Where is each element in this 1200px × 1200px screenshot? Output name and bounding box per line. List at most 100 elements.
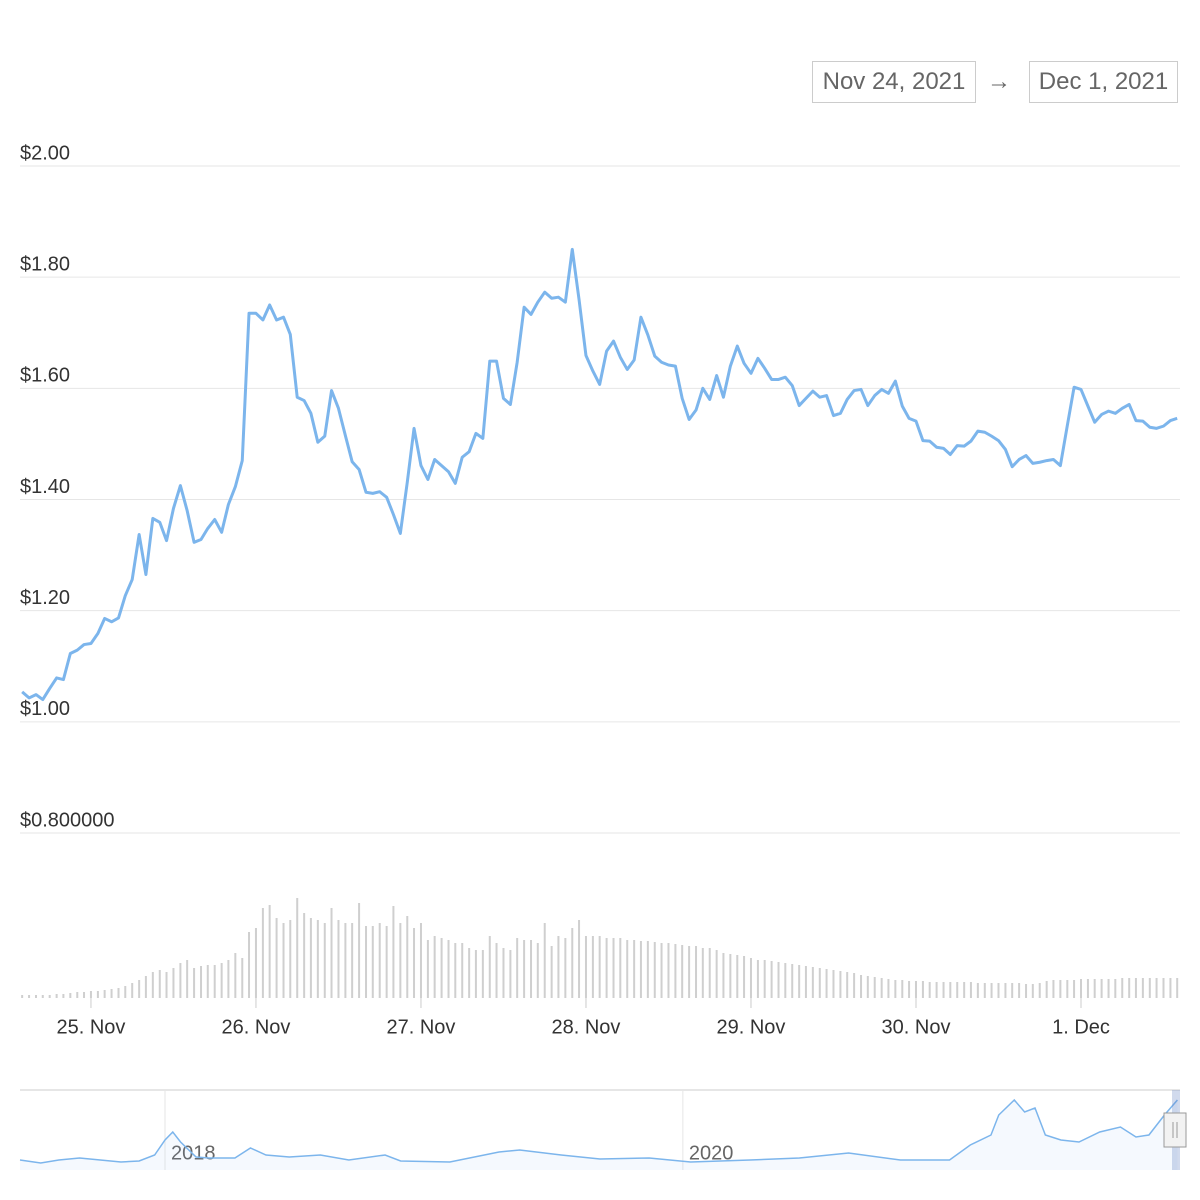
volume-bar [688,946,691,998]
volume-bar [1004,983,1007,998]
volume-bar [983,983,986,998]
volume-bar [1025,984,1028,998]
volume-bar [516,938,519,998]
volume-bar [41,995,44,998]
volume-bar [419,923,422,998]
y-tick-label: $0.800000 [20,809,115,831]
volume-bar [200,966,203,998]
volume-bar [1100,979,1103,998]
volume-bar [179,963,182,998]
volume-bar [763,960,766,998]
volume-bar [523,940,526,998]
volume-bar [639,941,642,998]
y-tick-label: $2.00 [20,142,70,164]
volume-bar [880,978,883,998]
volume-bar [791,964,794,998]
volume-bar [557,936,560,998]
volume-bar [248,932,251,998]
y-tick-label: $1.20 [20,587,70,609]
volume-bar [1073,980,1076,998]
range-from[interactable]: Nov 24, 2021 [812,61,976,103]
volume-bar [571,928,574,998]
volume-bar [76,992,79,998]
volume-bar [722,953,725,998]
volume-bar [213,965,216,998]
volume-bar [1052,980,1055,998]
volume-bar [1045,981,1048,998]
volume-bar [894,980,897,998]
volume-bar [942,982,945,998]
volume-bar [873,977,876,998]
x-tick-label: 27. Nov [386,1016,455,1038]
navigator-handle[interactable] [1163,1112,1187,1148]
volume-bar [254,928,257,998]
volume-bar [21,995,24,998]
volume-bar [406,916,409,998]
volume-bar [502,948,505,998]
volume-bar [351,923,354,998]
volume-bar [1086,979,1089,998]
volume-bar [28,995,31,998]
volume-bar [1128,978,1131,998]
volume-bar [55,994,58,998]
volume-bar [963,982,966,998]
volume-bar [866,976,869,998]
volume-bar [598,936,601,998]
volume-bar [110,989,113,998]
volume-bar [564,938,567,998]
volume-bar [1079,979,1082,998]
volume-bar [371,926,374,998]
volume-bar [653,942,656,998]
volume-bar [729,954,732,998]
volume-bar [289,920,292,998]
volume-bar [626,940,629,998]
volume-bar [1176,978,1179,998]
volume-bar [193,968,196,998]
volume-bar [495,943,498,998]
volume-bar [756,960,759,998]
volume-bar [316,920,319,998]
navigator-tick-label: 2020 [689,1142,734,1164]
volume-bar [832,970,835,998]
volume-bar [825,969,828,998]
volume-bar [365,926,368,998]
volume-bar [413,928,416,998]
volume-bar [151,972,154,998]
volume-bar [103,990,106,998]
volume-bar [1114,979,1117,998]
x-tick-label: 28. Nov [552,1016,621,1038]
volume-bar [928,982,931,998]
volume-bar [1107,979,1110,998]
volume-bar [481,950,484,998]
y-tick-label: $1.00 [20,698,70,720]
volume-bar [914,981,917,998]
volume-bar [701,948,704,998]
y-tick-label: $1.40 [20,476,70,498]
volume-bar [275,918,278,998]
volume-bar [612,938,615,998]
volume-bar [1011,983,1014,998]
volume-bar [536,943,539,998]
volume-bar [337,920,340,998]
volume-bar [330,908,333,998]
volume-bar [1031,984,1034,998]
volume-bar [798,965,801,998]
volume-bar [461,943,464,998]
volume-bar [62,994,65,998]
volume-bar [908,981,911,998]
volume-bar [674,944,677,998]
volume-bar [584,936,587,998]
volume-bar [433,936,436,998]
volume-bar [165,972,168,998]
volume-bar [846,972,849,998]
volume-bar [1148,978,1151,998]
range-to[interactable]: Dec 1, 2021 [1029,61,1178,103]
volume-bar [69,993,72,998]
volume-bar [468,948,471,998]
volume-bar [1141,978,1144,998]
volume-bar [426,940,429,998]
y-tick-label: $1.80 [20,253,70,275]
volume-bar [736,955,739,998]
volume-bar [344,923,347,998]
